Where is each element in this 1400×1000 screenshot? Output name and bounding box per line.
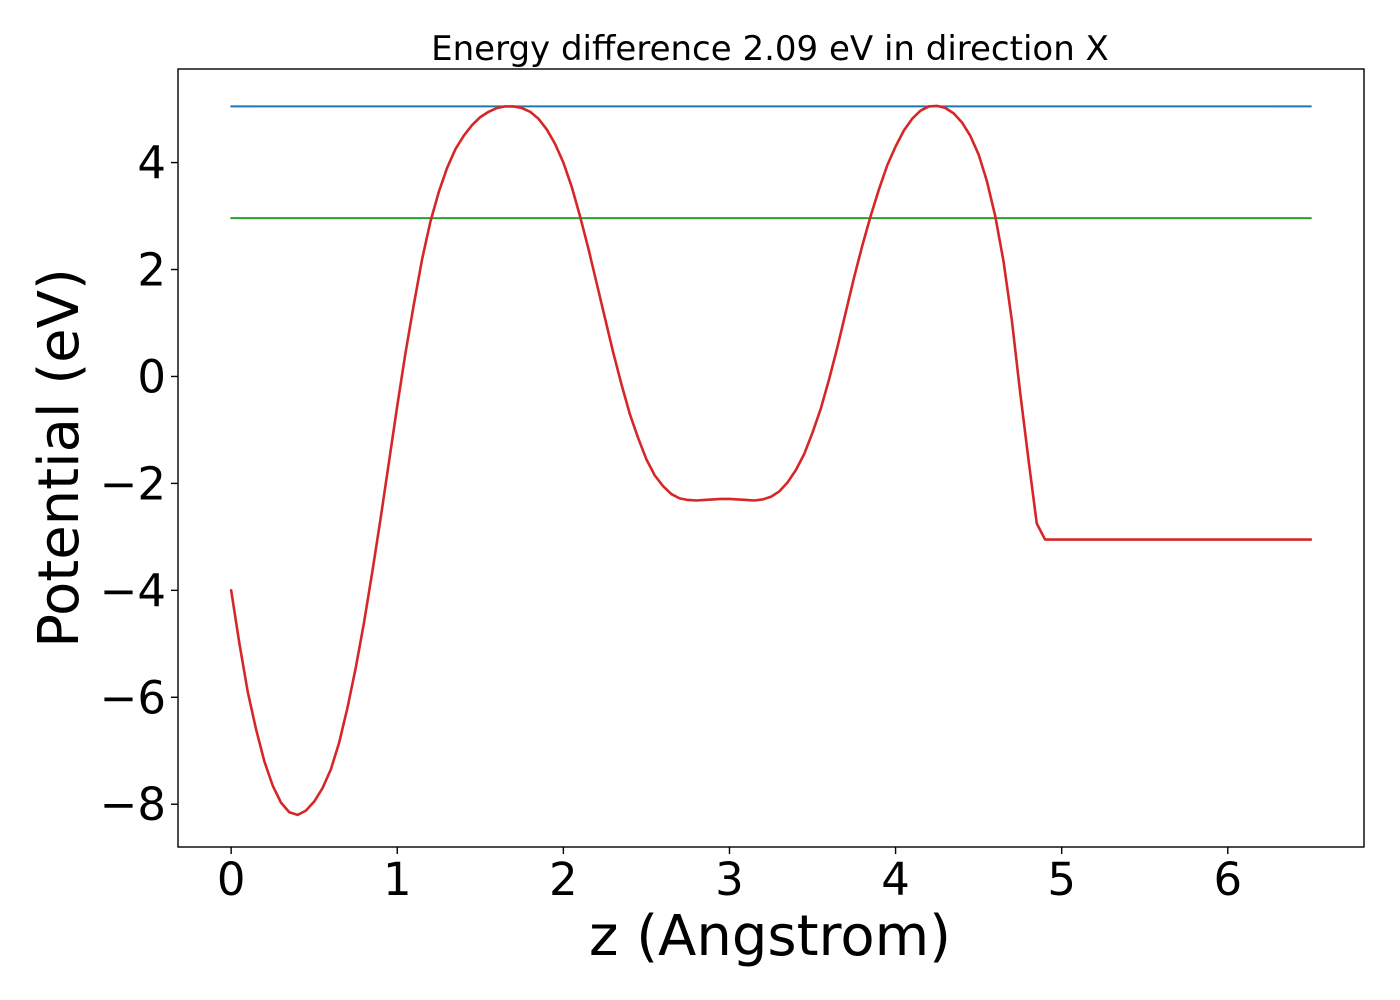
x-tick-label: 0: [217, 853, 246, 906]
y-tick-label: −8: [100, 778, 166, 831]
potential-curves: [229, 104, 1313, 817]
y-axis-label: Potential (eV): [27, 268, 92, 648]
y-axis-ticks: 4 2 0 −2 −4 −6 −8: [100, 137, 178, 831]
y-tick-label: −6: [100, 671, 166, 724]
series-line-1: [229, 104, 1313, 817]
y-tick-label: 2: [137, 244, 166, 297]
x-tick-label: 2: [549, 853, 578, 906]
x-tick-label: 1: [383, 853, 412, 906]
chart-title: Energy difference 2.09 eV in direction X: [431, 29, 1109, 69]
y-tick-label: 0: [137, 350, 166, 403]
x-tick-label: 4: [881, 853, 910, 906]
plot-area: [177, 68, 1365, 848]
y-tick-label: −2: [100, 457, 166, 510]
y-tick-label: −4: [100, 564, 166, 617]
x-axis-label: z (Angstrom): [589, 904, 951, 969]
y-tick-label: 4: [137, 137, 166, 190]
x-tick-label: 3: [715, 853, 744, 906]
x-tick-label: 6: [1213, 853, 1242, 906]
x-tick-label: 5: [1047, 853, 1076, 906]
x-axis-ticks: 0 1 2 3 4 5 6: [217, 847, 1242, 906]
reference-lines: [230, 105, 1312, 220]
